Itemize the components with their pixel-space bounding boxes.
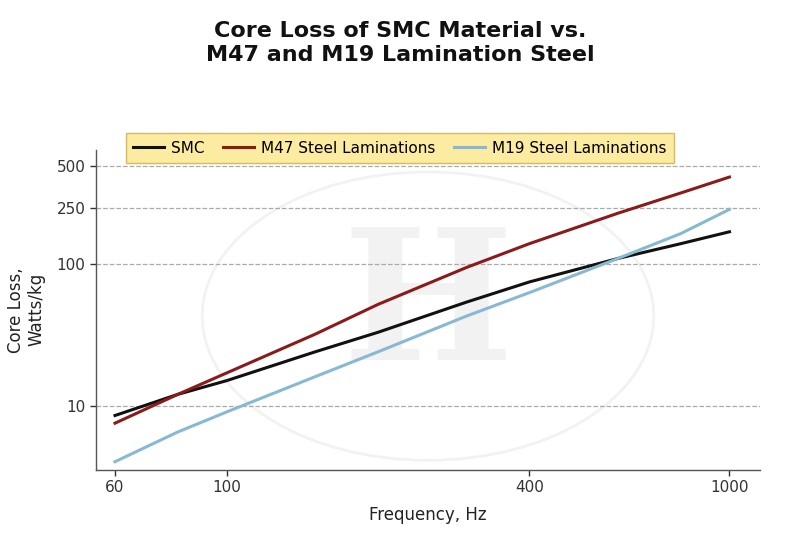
M47 Steel Laminations bbox=[222, 370, 231, 376]
M47 Steel Laminations bbox=[462, 264, 471, 271]
M19 Steel Laminations bbox=[676, 230, 686, 237]
Line: SMC: SMC bbox=[115, 232, 730, 415]
SMC bbox=[613, 255, 622, 262]
SMC bbox=[310, 349, 320, 355]
X-axis label: Frequency, Hz: Frequency, Hz bbox=[369, 506, 487, 524]
SMC bbox=[110, 412, 120, 419]
Y-axis label: Core Loss,
Watts/kg: Core Loss, Watts/kg bbox=[6, 267, 46, 352]
M19 Steel Laminations bbox=[613, 255, 622, 262]
M19 Steel Laminations bbox=[173, 429, 182, 435]
M47 Steel Laminations bbox=[373, 301, 382, 308]
SMC bbox=[222, 378, 231, 384]
Text: Core Loss of SMC Material vs.
M47 and M19 Lamination Steel: Core Loss of SMC Material vs. M47 and M1… bbox=[206, 21, 594, 65]
M19 Steel Laminations bbox=[110, 459, 120, 465]
M47 Steel Laminations bbox=[613, 210, 622, 216]
SMC bbox=[676, 240, 686, 247]
M47 Steel Laminations bbox=[676, 190, 686, 196]
SMC bbox=[173, 391, 182, 397]
SMC bbox=[373, 329, 382, 335]
Line: M47 Steel Laminations: M47 Steel Laminations bbox=[115, 177, 730, 423]
Text: H: H bbox=[342, 222, 514, 398]
M47 Steel Laminations bbox=[110, 420, 120, 426]
M19 Steel Laminations bbox=[222, 409, 231, 415]
M19 Steel Laminations bbox=[373, 349, 382, 355]
SMC bbox=[725, 229, 734, 235]
Legend: SMC, M47 Steel Laminations, M19 Steel Laminations: SMC, M47 Steel Laminations, M19 Steel La… bbox=[126, 133, 674, 163]
M19 Steel Laminations bbox=[725, 206, 734, 213]
M19 Steel Laminations bbox=[525, 289, 534, 296]
M19 Steel Laminations bbox=[462, 313, 471, 319]
M47 Steel Laminations bbox=[725, 174, 734, 180]
SMC bbox=[525, 279, 534, 285]
M47 Steel Laminations bbox=[525, 240, 534, 247]
Line: M19 Steel Laminations: M19 Steel Laminations bbox=[115, 209, 730, 462]
M47 Steel Laminations bbox=[310, 331, 320, 337]
M19 Steel Laminations bbox=[310, 373, 320, 380]
SMC bbox=[462, 299, 471, 305]
M47 Steel Laminations bbox=[173, 391, 182, 397]
